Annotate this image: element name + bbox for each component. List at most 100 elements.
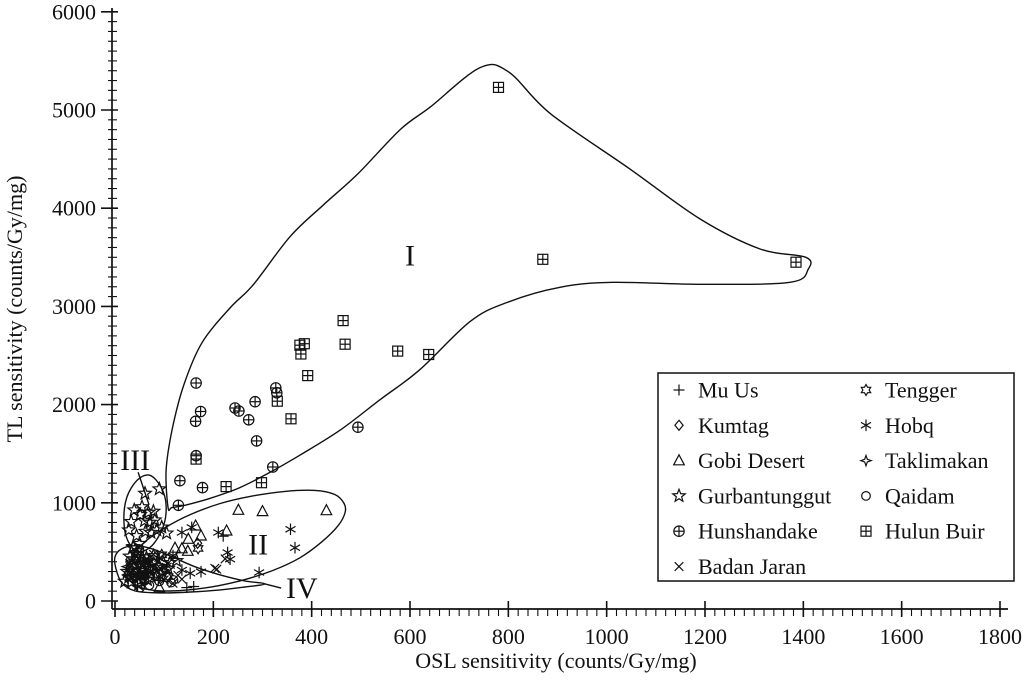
y-tick-label: 3000 bbox=[52, 294, 96, 319]
data-point bbox=[182, 532, 195, 544]
legend-label: Kumtag bbox=[698, 413, 769, 438]
x-tick-label: 1400 bbox=[781, 624, 825, 649]
legend-label: Mu Us bbox=[698, 378, 759, 403]
data-point bbox=[210, 563, 220, 574]
legend-label: Hobq bbox=[885, 413, 934, 438]
data-point bbox=[142, 552, 157, 567]
data-point bbox=[492, 81, 505, 94]
data-point bbox=[352, 421, 364, 434]
data-point bbox=[212, 564, 222, 574]
region-IV-outline bbox=[113, 544, 266, 594]
data-point bbox=[220, 481, 232, 493]
data-point bbox=[123, 513, 140, 529]
data-point bbox=[250, 435, 263, 447]
data-point bbox=[129, 552, 144, 568]
marker-star6-icon bbox=[860, 383, 872, 397]
data-point bbox=[150, 557, 165, 572]
data-point bbox=[134, 498, 150, 514]
data-point bbox=[146, 564, 161, 579]
series-hulun-buir bbox=[190, 81, 802, 493]
data-point bbox=[302, 370, 314, 382]
data-point bbox=[339, 338, 351, 350]
data-point bbox=[132, 578, 143, 588]
data-point bbox=[153, 518, 170, 534]
legend-label: Hulun Buir bbox=[885, 519, 985, 544]
y-tick-label: 6000 bbox=[52, 0, 96, 24]
y-tick-label: 0 bbox=[85, 589, 96, 614]
y-tick-label: 4000 bbox=[52, 196, 96, 221]
data-point bbox=[790, 256, 802, 268]
data-point bbox=[146, 511, 163, 527]
y-tick-label: 1000 bbox=[52, 490, 96, 515]
x-tick-label: 200 bbox=[197, 624, 230, 649]
data-point bbox=[181, 544, 195, 556]
x-tick-label: 1200 bbox=[683, 624, 727, 649]
series-qaidam bbox=[127, 572, 179, 593]
data-point bbox=[249, 395, 261, 408]
data-point bbox=[184, 567, 196, 580]
data-point bbox=[176, 564, 188, 576]
data-point bbox=[145, 503, 162, 519]
legend-label: Gurbantunggut bbox=[698, 483, 831, 508]
series-hobq bbox=[143, 521, 301, 580]
data-point bbox=[232, 503, 245, 515]
data-point bbox=[143, 524, 159, 540]
data-point bbox=[131, 535, 148, 551]
data-point bbox=[153, 580, 166, 593]
legend-item-qaidam: Qaidam bbox=[861, 483, 955, 508]
legend-item-tengger: Tengger bbox=[860, 378, 957, 403]
legend-label: Qaidam bbox=[885, 483, 955, 508]
data-point bbox=[148, 521, 165, 537]
x-tick-label: 1000 bbox=[585, 624, 629, 649]
legend-item-kumtag: Kumtag bbox=[674, 413, 769, 438]
data-point bbox=[186, 521, 198, 534]
legend-item-mu-us: Mu Us bbox=[673, 378, 759, 403]
x-tick-label: 1800 bbox=[978, 624, 1022, 649]
data-point bbox=[271, 395, 283, 407]
x-axis: 0 200 400 600 800 1000 1200 1400 1600 1800 bbox=[110, 601, 1022, 649]
data-point bbox=[423, 348, 435, 361]
legend-label: Gobi Desert bbox=[698, 448, 805, 473]
data-point bbox=[142, 514, 158, 530]
data-point bbox=[127, 572, 138, 583]
data-point bbox=[153, 552, 165, 565]
data-point bbox=[158, 524, 175, 540]
data-point bbox=[128, 570, 143, 585]
y-tick-label: 2000 bbox=[52, 392, 96, 417]
region-IV-label: IV bbox=[286, 572, 318, 605]
marker-circle-plus-icon bbox=[673, 525, 685, 538]
data-point bbox=[253, 566, 265, 579]
data-point bbox=[220, 523, 233, 536]
data-point bbox=[190, 377, 202, 389]
series-hunshandake bbox=[172, 377, 364, 512]
data-point bbox=[151, 480, 168, 496]
data-point bbox=[295, 348, 307, 360]
marker-diamond-icon bbox=[674, 419, 684, 432]
y-axis: 0 1000 2000 3000 4000 5000 6000 bbox=[52, 0, 118, 614]
legend: Mu Us Kumtag Gobi Desert Gurbantunggut Hunsh… bbox=[657, 372, 1015, 582]
data-point bbox=[266, 461, 279, 473]
data-point bbox=[168, 540, 182, 553]
data-point bbox=[175, 541, 189, 554]
data-point bbox=[285, 523, 296, 536]
data-point bbox=[120, 521, 137, 537]
region-I-label: I bbox=[405, 240, 415, 273]
data-point bbox=[189, 415, 202, 428]
data-point bbox=[194, 528, 208, 541]
marker-asterisk-icon bbox=[860, 419, 872, 432]
x-tick-label: 1600 bbox=[880, 624, 924, 649]
legend-item-hulun-buir: Hulun Buir bbox=[860, 519, 985, 544]
legend-box bbox=[657, 372, 1015, 582]
marker-plus-icon bbox=[673, 384, 685, 396]
legend-item-badan-jaran: Badan Jaran bbox=[674, 554, 806, 579]
marker-square-plus-icon bbox=[860, 525, 872, 537]
region-III-label: III bbox=[120, 444, 150, 477]
legend-item-taklimakan: Taklimakan bbox=[858, 448, 989, 473]
data-point bbox=[137, 485, 153, 501]
legend-item-gurbantunggut: Gurbantunggut bbox=[671, 483, 831, 508]
x-tick-label: 400 bbox=[295, 624, 328, 649]
data-point bbox=[320, 503, 333, 516]
